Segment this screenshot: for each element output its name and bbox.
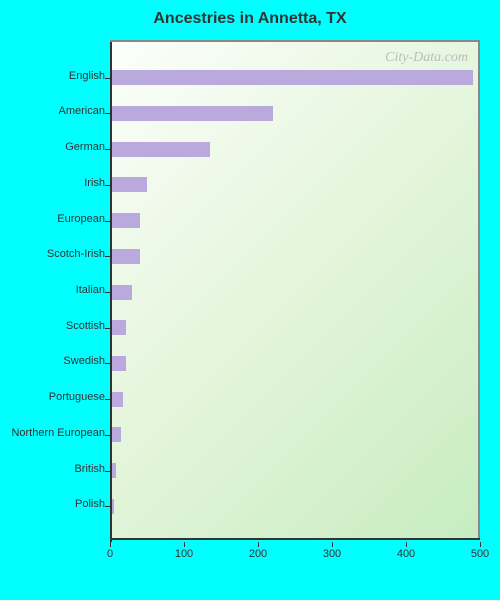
y-tick [105, 256, 110, 257]
y-tick [105, 328, 110, 329]
y-axis-label: Polish [75, 498, 105, 510]
y-axis-label: Swedish [63, 355, 105, 367]
bar [110, 213, 140, 228]
bars-group [110, 42, 478, 540]
bar [110, 356, 126, 371]
x-axis-line [110, 538, 480, 540]
bar [110, 70, 473, 85]
y-axis-label: Scottish [66, 320, 105, 332]
y-axis-line [110, 42, 112, 542]
x-axis-labels: 0100200300400500 [110, 542, 480, 562]
y-axis-label: American [59, 105, 105, 117]
y-tick [105, 149, 110, 150]
y-tick [105, 185, 110, 186]
x-axis-label: 200 [249, 548, 267, 560]
bar [110, 142, 210, 157]
y-axis-label: Portuguese [49, 391, 105, 403]
x-tick [184, 542, 185, 547]
bar [110, 285, 132, 300]
x-tick [332, 542, 333, 547]
y-tick [105, 506, 110, 507]
x-axis-label: 0 [107, 548, 113, 560]
x-axis-label: 100 [175, 548, 193, 560]
bar [110, 106, 273, 121]
y-tick [105, 471, 110, 472]
y-tick [105, 221, 110, 222]
y-axis-label: English [69, 70, 105, 82]
chart-container: City-Data.com [110, 40, 480, 565]
y-tick [105, 363, 110, 364]
x-tick [480, 542, 481, 547]
y-axis-label: Italian [76, 284, 105, 296]
y-tick [105, 292, 110, 293]
y-tick [105, 399, 110, 400]
x-tick [110, 542, 111, 547]
y-axis-label: European [57, 213, 105, 225]
x-axis-label: 300 [323, 548, 341, 560]
y-axis-label: German [65, 141, 105, 153]
y-axis-label: Irish [84, 177, 105, 189]
y-tick [105, 113, 110, 114]
x-axis-label: 500 [471, 548, 489, 560]
y-axis-label: British [74, 463, 105, 475]
chart-title: Ancestries in Annetta, TX [0, 0, 500, 36]
y-axis-label: Northern European [11, 427, 105, 439]
y-tick [105, 78, 110, 79]
y-axis-labels: English American German Irish European Scotch… [0, 40, 105, 540]
bar [110, 177, 147, 192]
plot-area: City-Data.com [110, 40, 480, 540]
y-axis-label: Scotch-Irish [47, 248, 105, 260]
x-tick [258, 542, 259, 547]
x-axis-label: 400 [397, 548, 415, 560]
bar [110, 320, 126, 335]
bar [110, 249, 140, 264]
y-tick [105, 435, 110, 436]
x-tick [406, 542, 407, 547]
